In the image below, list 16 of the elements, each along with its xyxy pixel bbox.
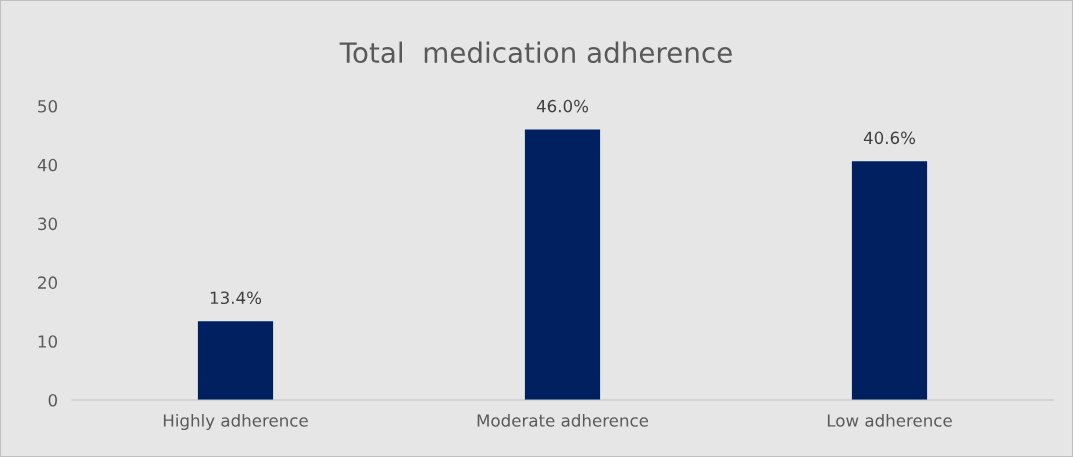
y-tick-label: 50 <box>38 99 57 113</box>
data-label: 13.4% <box>210 291 262 305</box>
y-tick-label: 10 <box>38 335 57 348</box>
y-tick-label: 30 <box>38 217 57 231</box>
bar <box>197 321 274 400</box>
data-label: 40.6% <box>863 131 916 145</box>
y-tick-label: 20 <box>38 276 57 289</box>
bar <box>524 129 601 400</box>
data-label: 46.0% <box>536 99 589 113</box>
x-tick-label: Highly adherence <box>163 413 308 431</box>
y-tick-label: 0 <box>48 393 57 407</box>
bar <box>851 161 928 400</box>
x-tick-label: Low adherence <box>827 413 952 427</box>
x-tick-label: Moderate adherence <box>477 413 649 427</box>
chart-title: Total medication adherence <box>339 41 732 64</box>
y-tick-label: 40 <box>37 158 57 172</box>
